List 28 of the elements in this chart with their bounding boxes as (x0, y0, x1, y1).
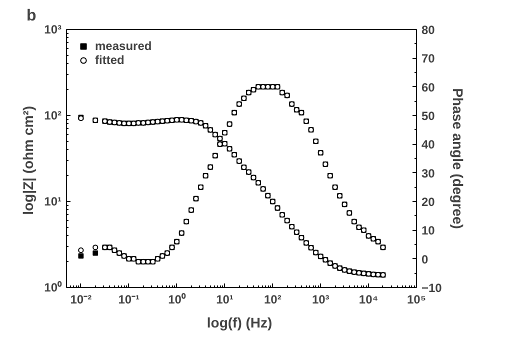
y-axis-title: log|Z| (ohm cm²) (20, 106, 38, 215)
y-tick-label: 10³ (44, 22, 62, 36)
x-tick-label: 10⁻² (70, 292, 92, 306)
x-tick-label: 10¹ (216, 292, 234, 306)
chart-title: b (26, 8, 36, 24)
x-tick-label: 10⁵ (407, 292, 426, 306)
x-tick-label: 10⁴ (358, 292, 378, 306)
y2-tick-label: 0 (422, 252, 428, 266)
y2-tick-label: −10 (422, 281, 442, 295)
x-tick-label: 10⁻¹ (118, 292, 140, 306)
y-tick-label: 10⁰ (44, 280, 62, 294)
x-tick-label: 10² (264, 292, 282, 306)
y2-axis-title: Phase angle (degree) (450, 88, 466, 229)
y2-tick-label: 50 (422, 109, 436, 123)
x-tick-label: 10³ (312, 292, 330, 306)
y2-tick-label: 40 (422, 138, 436, 152)
y2-tick-label: 30 (422, 166, 436, 180)
y2-tick-label: 60 (422, 80, 436, 94)
x-tick-label: 10⁰ (168, 292, 186, 306)
legend-label: fitted (95, 53, 124, 67)
y2-tick-label: 10 (422, 224, 436, 238)
y2-tick-label: 20 (422, 195, 436, 209)
y-tick-label: 10² (44, 108, 62, 122)
y2-tick-label: 70 (422, 52, 436, 66)
legend-label: measured (95, 39, 152, 53)
y2-tick-label: 80 (422, 23, 436, 37)
y-tick-label: 10¹ (44, 194, 62, 208)
x-axis-title: log(f) (Hz) (206, 314, 272, 330)
